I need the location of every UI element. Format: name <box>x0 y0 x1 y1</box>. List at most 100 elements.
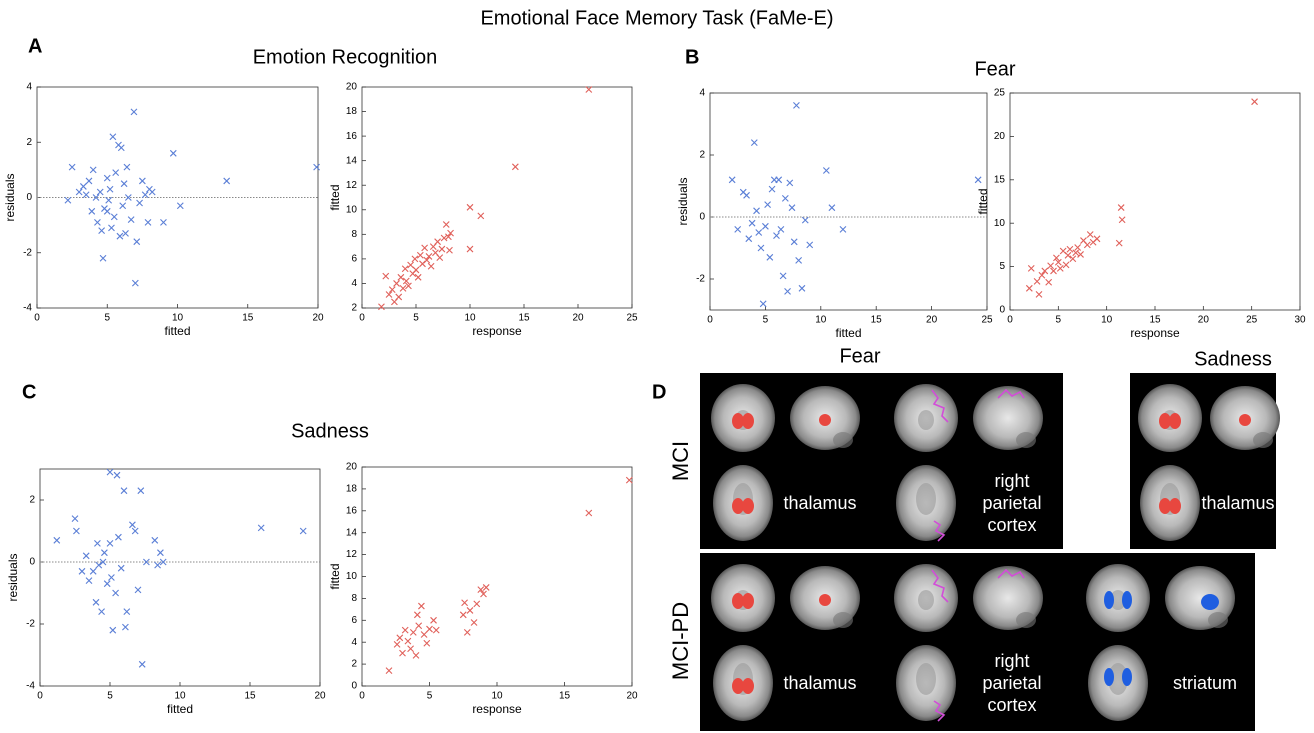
panel-label: A <box>28 35 42 57</box>
point <box>169 149 177 157</box>
brain-detail <box>916 483 936 515</box>
point <box>402 277 410 285</box>
x-tick-label: 5 <box>107 691 113 702</box>
point <box>122 623 129 631</box>
point <box>223 177 231 185</box>
x-tick-label: 0 <box>359 313 365 324</box>
point <box>109 626 117 634</box>
y-axis-label: residuals <box>6 553 20 601</box>
brain-detail <box>833 432 853 448</box>
point <box>1035 290 1043 298</box>
point <box>470 619 478 626</box>
point <box>459 611 467 619</box>
x-tick-label: 25 <box>981 315 993 326</box>
point <box>148 188 156 196</box>
point <box>92 194 100 201</box>
point <box>425 253 433 260</box>
highlight <box>1239 414 1251 426</box>
point <box>134 586 142 594</box>
y-tick-label: 10 <box>994 218 1006 229</box>
point <box>1069 255 1077 263</box>
x-tick-label: 0 <box>707 315 713 326</box>
highlight <box>1169 498 1181 514</box>
point <box>1047 262 1054 270</box>
figure-title: Emotional Face Memory Task (FaMe-E) <box>480 7 833 29</box>
point <box>407 645 414 653</box>
point <box>117 144 125 152</box>
point <box>105 196 113 204</box>
highlight <box>732 498 744 514</box>
point <box>98 227 106 235</box>
point <box>154 561 161 569</box>
point <box>405 282 412 290</box>
point <box>779 272 787 280</box>
panel-title: Fear <box>974 58 1015 80</box>
x-tick-label: 20 <box>314 691 326 702</box>
x-tick-label: 15 <box>871 315 883 326</box>
y-tick-label: 4 <box>26 82 32 93</box>
point <box>775 176 783 184</box>
chart: 0 5 10 15 20 25 2 4 6 8 10 12 14 16 18 20 response fitted <box>328 82 638 339</box>
y-tick-label: 20 <box>346 82 358 93</box>
point <box>427 262 435 270</box>
point <box>432 626 440 634</box>
x-axis-label: response <box>472 324 522 338</box>
point <box>1041 267 1049 275</box>
region-label: thalamus <box>783 673 857 693</box>
panel-label: B <box>685 46 699 68</box>
point <box>133 238 141 246</box>
point <box>120 180 128 188</box>
brain-detail <box>1110 590 1126 610</box>
point <box>106 468 114 476</box>
point <box>1251 98 1258 106</box>
point <box>411 255 419 263</box>
point <box>466 245 474 253</box>
point <box>1053 254 1060 262</box>
y-tick-label: 8 <box>351 229 357 240</box>
highlight <box>997 388 1025 399</box>
point <box>79 183 87 190</box>
point <box>110 213 118 221</box>
brain-detail <box>833 612 853 628</box>
brain-detail <box>1108 663 1128 695</box>
point <box>160 218 167 226</box>
point <box>728 176 736 184</box>
y-tick-label: 2 <box>29 495 35 506</box>
highlight <box>931 569 949 603</box>
point <box>399 649 406 657</box>
highlight <box>1104 668 1114 686</box>
point <box>108 224 115 232</box>
chart: 0 5 10 15 20 25 30 0 5 10 15 20 25 response fitted <box>976 88 1306 341</box>
panel-title: Emotion Recognition <box>253 46 438 68</box>
point <box>745 235 753 243</box>
point <box>404 637 412 645</box>
y-tick-label: 4 <box>351 637 357 648</box>
x-tick-label: 5 <box>1056 315 1062 326</box>
brain-images <box>711 384 1280 722</box>
point <box>96 188 104 196</box>
point <box>103 207 111 215</box>
brain-detail <box>1253 432 1273 448</box>
point <box>1050 267 1057 275</box>
point <box>1066 245 1074 253</box>
point <box>157 549 164 557</box>
y-tick-label: 16 <box>346 131 358 142</box>
highlight <box>732 678 744 694</box>
y-tick-label: 15 <box>994 174 1006 185</box>
point <box>1118 216 1126 224</box>
x-axis-label: fitted <box>167 702 193 716</box>
region-label: striatum <box>1172 673 1237 693</box>
x-tick-label: 10 <box>1101 315 1113 326</box>
x-axis-label: fitted <box>164 324 190 338</box>
y-axis-label: fitted <box>328 563 342 589</box>
point <box>94 540 101 547</box>
point <box>442 221 450 228</box>
point <box>176 202 184 210</box>
point <box>89 567 97 575</box>
point <box>144 218 152 226</box>
point <box>585 86 593 93</box>
point <box>784 288 791 295</box>
point <box>446 246 453 254</box>
y-tick-label: 2 <box>351 659 357 670</box>
point <box>151 536 159 544</box>
